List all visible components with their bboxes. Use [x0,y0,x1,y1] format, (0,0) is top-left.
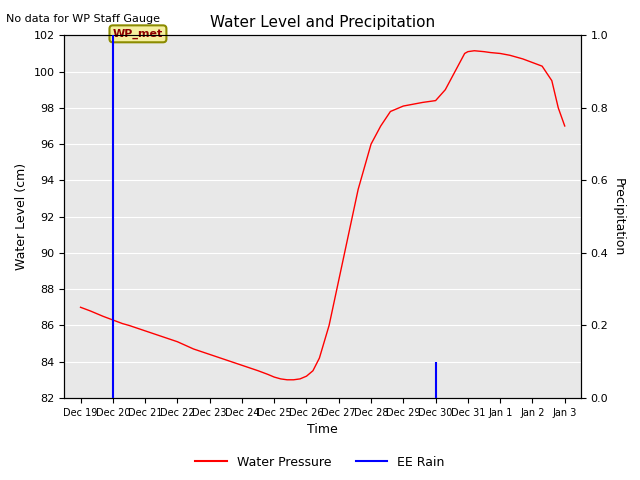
Y-axis label: Precipitation: Precipitation [612,178,625,256]
X-axis label: Time: Time [307,423,338,436]
Title: Water Level and Precipitation: Water Level and Precipitation [210,15,435,30]
Y-axis label: Water Level (cm): Water Level (cm) [15,163,28,270]
Text: WP_met: WP_met [113,29,163,39]
Text: No data for WP Staff Gauge: No data for WP Staff Gauge [6,14,161,24]
Legend: Water Pressure, EE Rain: Water Pressure, EE Rain [190,451,450,474]
